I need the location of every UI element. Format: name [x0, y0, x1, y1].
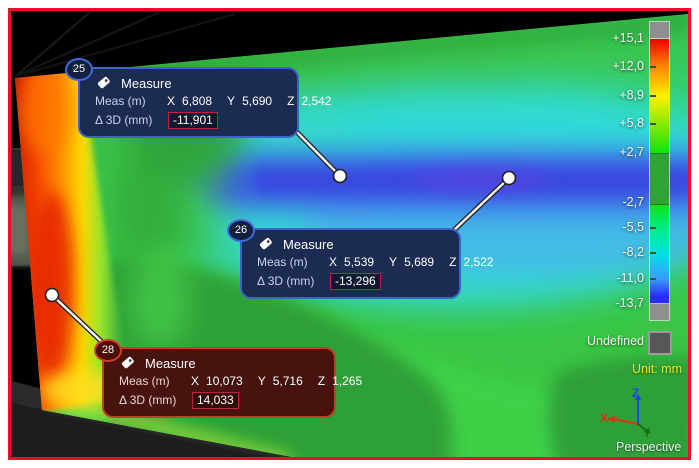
- delta-3d-label: Δ 3D (mm): [95, 113, 153, 127]
- x-value: 10,073: [206, 374, 243, 388]
- callout-badge[interactable]: 25: [65, 58, 93, 81]
- y-value: 5,690: [242, 94, 273, 108]
- delta-3d-value: -13,296: [330, 273, 381, 290]
- colorbar-label: -13,7: [615, 296, 645, 310]
- callout-badge[interactable]: 28: [94, 339, 122, 362]
- measure-callout-25[interactable]: 25 Measure Meas (m) X 6,808 Y 5,690 Z 2,542…: [65, 58, 331, 138]
- axis-z-label: Z: [632, 386, 640, 400]
- measure-callout-26[interactable]: 26 Measure Meas (m) X 5,539 Y 5,689 Z 2,522…: [227, 219, 493, 299]
- meas-label: Meas (m): [119, 374, 170, 388]
- x-value: 5,539: [344, 255, 375, 269]
- z-axis-label: Z: [317, 374, 326, 388]
- colorbar-label: +5,8: [619, 116, 644, 130]
- projection-mode-label: Perspective: [616, 440, 682, 454]
- z-value: 2,542: [301, 94, 332, 108]
- colorbar-tick: [650, 252, 656, 254]
- delta-3d-value: -11,901: [168, 112, 218, 129]
- callout-title: Measure: [145, 355, 196, 371]
- z-axis-label: Z: [449, 255, 457, 269]
- undefined-label: Undefined: [587, 334, 644, 348]
- x-axis-label: X: [167, 94, 176, 108]
- axis-y-label: Y: [644, 429, 651, 439]
- y-axis-label: Y: [389, 255, 398, 269]
- z-value: 1,265: [332, 374, 363, 388]
- tag-icon: [259, 237, 272, 250]
- colorbar-label: -5,5: [622, 220, 644, 234]
- axis-x-label: X: [600, 411, 609, 425]
- colorbar-label: +12,0: [612, 59, 644, 73]
- tag-icon: [121, 356, 134, 369]
- delta-3d-value: 14,033: [192, 392, 239, 409]
- colorbar-tolerance-zone[interactable]: [650, 153, 669, 205]
- meas-label: Meas (m): [257, 255, 308, 269]
- y-axis-label: Y: [257, 374, 266, 388]
- y-axis-label: Y: [227, 94, 236, 108]
- meas-label: Meas (m): [95, 94, 146, 108]
- colorbar-label: +8,9: [619, 88, 644, 102]
- z-axis-label: Z: [287, 94, 295, 108]
- callout-title: Measure: [121, 75, 172, 91]
- unit-label: Unit: mm: [632, 362, 682, 376]
- colorbar-tick: [650, 66, 656, 68]
- y-value: 5,689: [404, 255, 435, 269]
- colorbar-overflow-cap[interactable]: [650, 22, 669, 39]
- z-value: 2,522: [463, 255, 494, 269]
- x-axis-label: X: [191, 374, 200, 388]
- colorbar-label: +2,7: [619, 145, 644, 159]
- y-value: 5,716: [272, 374, 303, 388]
- measure-callout-28[interactable]: 28 Measure Meas (m) X 10,073 Y 5,716 Z 1,26…: [94, 339, 362, 418]
- undefined-color-swatch[interactable]: [648, 331, 672, 355]
- colorbar-tick: [650, 278, 656, 280]
- colorbar-tick: [650, 123, 656, 125]
- tag-icon: [97, 76, 110, 89]
- colorbar-tick: [650, 227, 656, 229]
- x-axis-label: X: [329, 255, 338, 269]
- colorbar-label: -8,2: [622, 245, 644, 259]
- delta-3d-label: Δ 3D (mm): [257, 274, 315, 288]
- delta-3d-label: Δ 3D (mm): [119, 393, 177, 407]
- colorbar-label: -2,7: [622, 195, 644, 209]
- colorbar-tick: [650, 95, 656, 97]
- callout-badge[interactable]: 26: [227, 219, 255, 242]
- colorbar-label: +15,1: [612, 31, 644, 45]
- x-value: 6,808: [182, 94, 213, 108]
- colorbar-label: -11,0: [616, 271, 644, 285]
- callout-title: Measure: [283, 236, 334, 252]
- colorbar-underflow-cap[interactable]: [650, 304, 669, 320]
